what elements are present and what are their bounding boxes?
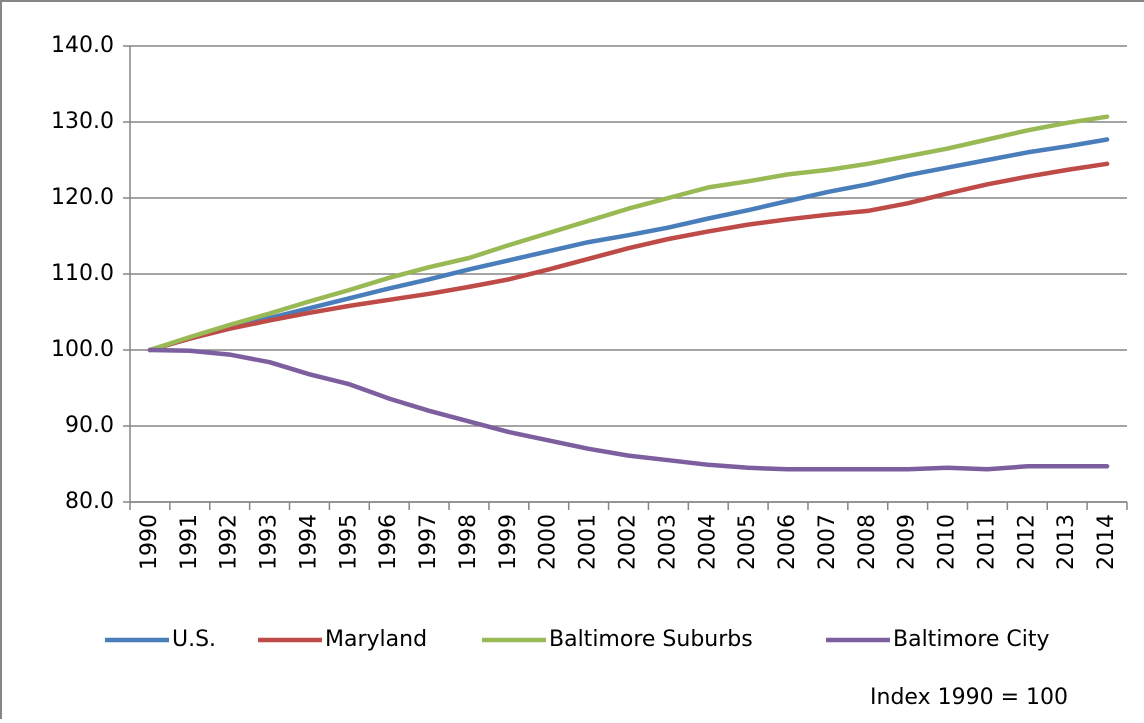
legend-label: Baltimore Suburbs (549, 627, 753, 652)
x-tick-label: 1991 (177, 514, 202, 570)
series-line (147, 114, 1110, 353)
x-tick-label: 2011 (974, 514, 999, 570)
x-tick-label: 2004 (695, 514, 720, 570)
x-tick-label: 2014 (1094, 514, 1119, 570)
series-line (147, 161, 1110, 353)
x-tick-label: 2007 (815, 514, 840, 570)
y-tick-label: 80.0 (65, 489, 114, 514)
x-tick-label: 2005 (735, 514, 760, 570)
x-tick-label: 1993 (257, 514, 282, 570)
y-tick-label: 140.0 (51, 33, 114, 58)
x-tick-label: 1998 (456, 514, 481, 570)
x-tick-label: 2012 (1014, 514, 1039, 570)
x-tick-label: 2002 (616, 514, 641, 570)
legend-label: Baltimore City (893, 627, 1050, 652)
x-tick-label: 2010 (935, 514, 960, 570)
x-tick-label: 2006 (775, 514, 800, 570)
x-tick-label: 2009 (895, 514, 920, 570)
x-tick-label: 2000 (536, 514, 561, 570)
x-tick-label: 1992 (217, 514, 242, 570)
annotation: Index 1990 = 100 (870, 685, 1068, 710)
x-tick-label: 1995 (336, 514, 361, 570)
x-tick-label: 2003 (655, 514, 680, 570)
x-tick-label: 2013 (1054, 514, 1079, 570)
y-tick-label: 100.0 (51, 337, 114, 362)
x-tick-label: 1997 (416, 514, 441, 570)
series-line (147, 137, 1110, 353)
legend-label: U.S. (172, 627, 216, 652)
y-tick-label: 110.0 (51, 261, 114, 286)
x-tick-label: 2008 (855, 514, 880, 570)
legend-label: Maryland (325, 627, 427, 652)
x-tick-label: 1994 (296, 514, 321, 570)
x-tick-label: 1990 (137, 514, 162, 570)
x-tick-label: 2001 (576, 514, 601, 570)
y-tick-label: 90.0 (65, 413, 114, 438)
y-tick-label: 130.0 (51, 109, 114, 134)
series-line (147, 347, 1110, 472)
x-tick-label: 1996 (376, 514, 401, 570)
y-tick-label: 120.0 (51, 185, 114, 210)
x-tick-label: 1999 (496, 514, 521, 570)
